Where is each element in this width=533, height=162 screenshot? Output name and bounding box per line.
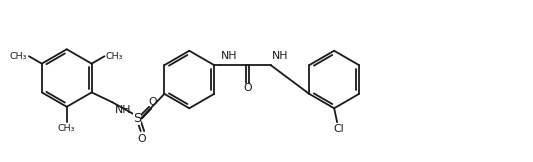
- Text: NH: NH: [221, 51, 238, 61]
- Text: CH₃: CH₃: [106, 52, 124, 61]
- Text: CH₃: CH₃: [58, 124, 76, 133]
- Text: S: S: [133, 112, 141, 125]
- Text: O: O: [148, 97, 157, 107]
- Text: O: O: [244, 83, 252, 93]
- Text: O: O: [137, 133, 146, 144]
- Text: Cl: Cl: [334, 124, 344, 134]
- Text: NH: NH: [115, 105, 131, 115]
- Text: NH: NH: [272, 51, 288, 61]
- Text: CH₃: CH₃: [10, 52, 28, 61]
